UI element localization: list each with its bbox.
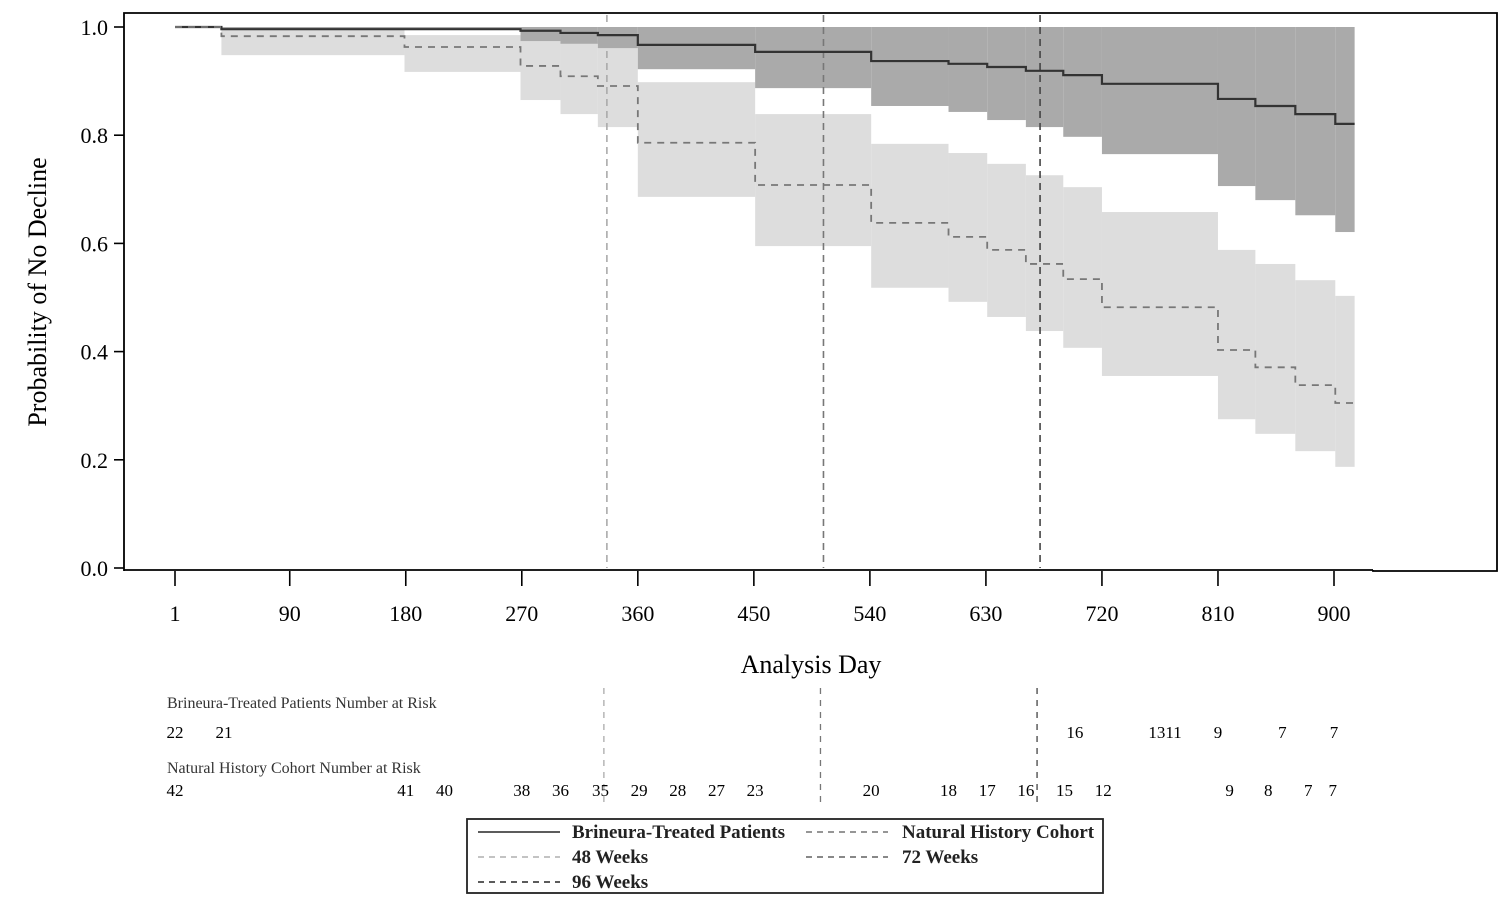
ci-band-segment xyxy=(221,27,405,56)
survival-curves xyxy=(175,25,1355,404)
ci-band-segment xyxy=(1295,27,1336,216)
risk-count: 28 xyxy=(669,781,686,800)
x-axis-title: Analysis Day xyxy=(741,650,882,679)
ci-band-segment xyxy=(1101,27,1218,155)
ci-band-segment xyxy=(404,35,521,72)
risk-count: 21 xyxy=(215,723,232,742)
legend-label: Brineura-Treated Patients xyxy=(572,822,785,843)
risk-row-title: Natural History Cohort Number at Risk xyxy=(167,760,421,777)
y-tick-label: 0.8 xyxy=(81,123,109,148)
risk-count: 20 xyxy=(863,781,880,800)
ci-band-segment xyxy=(755,114,872,247)
risk-count: 27 xyxy=(708,781,726,800)
ci-band-segment xyxy=(1025,175,1064,332)
risk-row-title: Brineura-Treated Patients Number at Risk xyxy=(167,695,437,712)
risk-count: 41 xyxy=(397,781,414,800)
risk-count: 8 xyxy=(1264,781,1273,800)
risk-count: 7 xyxy=(1330,723,1339,742)
risk-count: 18 xyxy=(940,781,957,800)
risk-count: 7 xyxy=(1278,723,1287,742)
legend-label: 96 Weeks xyxy=(572,872,648,893)
plot-frame xyxy=(123,12,1498,572)
x-tick-label: 720 xyxy=(1085,601,1118,626)
risk-count: 7 xyxy=(1328,781,1337,800)
x-tick-label: 180 xyxy=(389,601,422,626)
ci-band-segment xyxy=(520,27,561,42)
risk-count: 42 xyxy=(167,781,184,800)
risk-count: 9 xyxy=(1214,723,1223,742)
risk-count: 29 xyxy=(631,781,648,800)
x-tick-label: 90 xyxy=(279,601,301,626)
risk-count: 7 xyxy=(1304,781,1313,800)
risk-count: 40 xyxy=(436,781,453,800)
ci-band-segment xyxy=(1335,27,1355,233)
risk-count: 12 xyxy=(1095,781,1112,800)
survival-curve-natural-history xyxy=(175,26,1355,404)
risk-count: 36 xyxy=(552,781,569,800)
risk-count: 22 xyxy=(167,723,184,742)
ci-band-segment xyxy=(1335,295,1355,467)
x-tick-label: 360 xyxy=(621,601,654,626)
x-tick-label: 1 xyxy=(170,601,181,626)
x-tick-label: 270 xyxy=(505,601,538,626)
risk-count: 35 xyxy=(592,781,609,800)
ci-band-segment xyxy=(1063,27,1102,137)
risk-count: 23 xyxy=(747,781,764,800)
axes: 0.0 0.2 0.4 0.6 0.8 1.0 1 90 180 270 360 450 540 630 7… xyxy=(81,15,1351,626)
legend-label: Natural History Cohort xyxy=(902,822,1095,843)
risk-count: 9 xyxy=(1225,781,1234,800)
y-tick-label: 0.0 xyxy=(81,556,109,581)
ci-band-segment xyxy=(1255,27,1296,201)
legend-label: 72 Weeks xyxy=(902,847,978,868)
y-tick-label: 0.6 xyxy=(81,231,109,256)
x-tick-label: 810 xyxy=(1201,601,1234,626)
risk-count: 16 xyxy=(1066,723,1083,742)
ci-band-segment xyxy=(871,143,949,288)
y-tick-label: 0.2 xyxy=(81,448,109,473)
risk-count: 15 xyxy=(1056,781,1073,800)
legend: Brineura-Treated Patients Natural History… xyxy=(466,818,1104,894)
x-tick-label: 540 xyxy=(853,601,886,626)
confidence-bands xyxy=(221,27,1355,467)
y-tick-label: 0.4 xyxy=(81,340,109,365)
risk-count: 38 xyxy=(513,781,530,800)
ci-band-segment xyxy=(597,27,638,49)
ci-band-segment xyxy=(560,27,598,44)
x-tick-label: 630 xyxy=(969,601,1002,626)
ci-band-segment xyxy=(987,27,1026,121)
ci-band-segment xyxy=(1217,249,1256,420)
ci-band-segment xyxy=(1101,212,1218,376)
ci-band-segment xyxy=(1217,27,1256,187)
ci-band-segment xyxy=(948,153,988,302)
ci-band-segment xyxy=(1255,263,1296,434)
ci-band-segment xyxy=(1063,187,1102,348)
ci-band-segment xyxy=(597,47,638,128)
survival-curve-brineura xyxy=(175,25,1355,125)
ci-band-segment xyxy=(637,82,756,197)
ci-band-segment xyxy=(755,27,872,89)
risk-count: 1311 xyxy=(1148,723,1181,742)
ci-band-segment xyxy=(948,27,988,112)
risk-count: 16 xyxy=(1017,781,1034,800)
y-tick-label: 1.0 xyxy=(81,15,109,40)
legend-box xyxy=(466,818,1104,894)
reference-lines xyxy=(603,15,1041,805)
x-tick-label: 900 xyxy=(1318,601,1351,626)
ci-band-segment xyxy=(560,41,598,115)
number-at-risk-table: Brineura-Treated Patients Number at Risk… xyxy=(167,695,1339,800)
ci-band-segment xyxy=(1025,27,1064,128)
legend-label: 48 Weeks xyxy=(572,847,648,868)
ci-band-segment xyxy=(871,27,949,106)
risk-count: 17 xyxy=(979,781,997,800)
ci-band-segment xyxy=(520,37,561,101)
x-tick-label: 450 xyxy=(737,601,770,626)
ci-band-segment xyxy=(1295,280,1336,452)
ci-band-segment xyxy=(987,163,1026,317)
y-axis-title: Probability of No Decline xyxy=(23,157,52,426)
ci-band-segment xyxy=(637,27,756,70)
